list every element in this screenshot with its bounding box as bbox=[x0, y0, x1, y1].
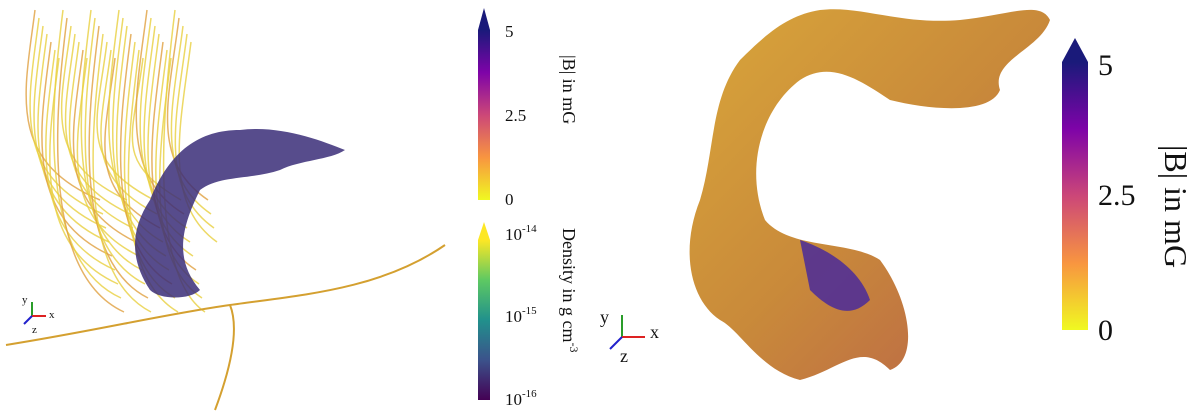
surface-render bbox=[800, 240, 870, 311]
colorbar-label: |B| in mG bbox=[1158, 145, 1194, 268]
field-line bbox=[92, 33, 152, 313]
axis-label: z bbox=[32, 324, 37, 336]
surface-render bbox=[689, 9, 1050, 381]
field-line bbox=[29, 17, 104, 215]
field-line bbox=[56, 17, 125, 313]
colorbar: 5 2.5 0 |B| in mG bbox=[1062, 38, 1194, 347]
field-line bbox=[68, 41, 134, 229]
field-line bbox=[25, 9, 101, 201]
field-line bbox=[33, 25, 107, 229]
field-line bbox=[104, 57, 161, 229]
axis-label: y bbox=[22, 294, 28, 306]
field-line bbox=[84, 17, 146, 285]
field-line bbox=[60, 25, 128, 201]
axes-triad: y x z bbox=[600, 307, 659, 366]
axis-label: x bbox=[650, 322, 659, 342]
axis-label: y bbox=[600, 307, 609, 327]
tick-label: 10-16 bbox=[505, 388, 537, 409]
field-line bbox=[100, 49, 158, 215]
field-line bbox=[41, 41, 113, 257]
tick-label: 5 bbox=[1098, 49, 1113, 82]
field-line bbox=[174, 33, 215, 229]
axis-label: z bbox=[620, 346, 628, 366]
tick-label: 10-14 bbox=[505, 223, 537, 244]
colorbar-label: |B| in mG bbox=[559, 55, 579, 124]
field-line bbox=[88, 25, 149, 299]
tick-label: 2.5 bbox=[1098, 179, 1136, 212]
tick-label: 10-15 bbox=[505, 305, 537, 326]
density-render bbox=[135, 129, 345, 298]
tick-label: 0 bbox=[1098, 314, 1113, 347]
axis-label: x bbox=[49, 309, 55, 321]
tick-label: 0 bbox=[505, 190, 514, 209]
field-line bbox=[96, 41, 155, 201]
field-line bbox=[5, 244, 446, 411]
field-line bbox=[53, 9, 122, 299]
colorbar-label: Density in g cm-3 bbox=[559, 228, 581, 353]
colorbar: 10-14 10-15 10-16 Density in g cm-3 bbox=[478, 222, 581, 409]
field-line bbox=[64, 33, 131, 215]
field-line bbox=[80, 9, 143, 271]
field-line bbox=[72, 49, 137, 243]
tick-label: 5 bbox=[505, 22, 514, 41]
field-line bbox=[45, 49, 116, 271]
field-line bbox=[37, 33, 110, 243]
axes-triad: y x z bbox=[22, 294, 55, 336]
tick-label: 2.5 bbox=[505, 106, 526, 125]
colorbar: 5 2.5 0 |B| in mG bbox=[478, 8, 579, 209]
